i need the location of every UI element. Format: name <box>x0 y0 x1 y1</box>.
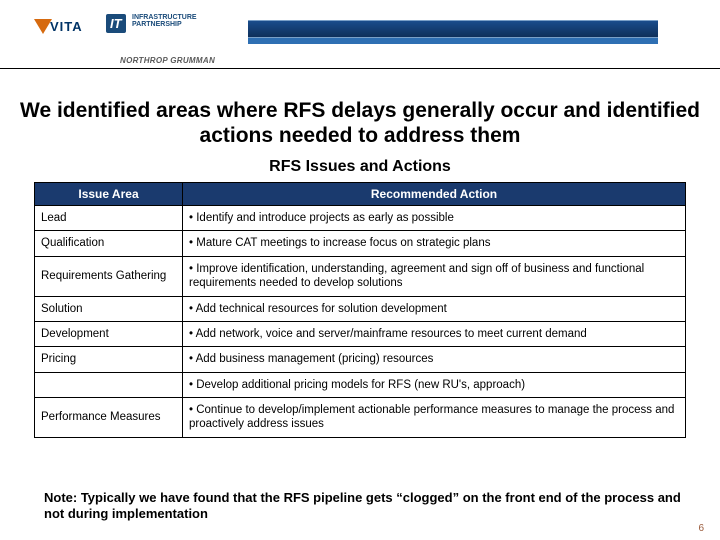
it-label: INFRASTRUCTURE PARTNERSHIP <box>132 14 197 28</box>
cell-issue: Solution <box>35 296 183 321</box>
cell-action: Improve identification, understanding, a… <box>183 256 686 296</box>
col-header-action: Recommended Action <box>183 183 686 206</box>
table-row: Pricing Add business management (pricing… <box>35 347 686 372</box>
cell-issue: Performance Measures <box>35 398 183 438</box>
cell-issue: Qualification <box>35 231 183 256</box>
header-stripe-accent <box>248 38 658 44</box>
table-row: Develop additional pricing models for RF… <box>35 372 686 397</box>
cell-action: Identify and introduce projects as early… <box>183 206 686 231</box>
table-title: RFS Issues and Actions <box>0 158 720 176</box>
page-number: 6 <box>698 523 704 534</box>
cell-action: Add network, voice and server/mainframe … <box>183 321 686 346</box>
cell-action: Continue to develop/implement actionable… <box>183 398 686 438</box>
table-row: Qualification Mature CAT meetings to inc… <box>35 231 686 256</box>
vita-logo: VITA <box>34 14 88 38</box>
header: VITA IT INFRASTRUCTURE PARTNERSHIP NORTH… <box>0 0 720 68</box>
it-label-line2: PARTNERSHIP <box>132 21 182 28</box>
cell-action: Develop additional pricing models for RF… <box>183 372 686 397</box>
vita-logo-text: VITA <box>50 19 83 34</box>
slide: VITA IT INFRASTRUCTURE PARTNERSHIP NORTH… <box>0 0 720 540</box>
cell-issue <box>35 372 183 397</box>
northrop-grumman-text: NORTHROP GRUMMAN <box>120 56 215 65</box>
table-row: Development Add network, voice and serve… <box>35 321 686 346</box>
it-label-line1: INFRASTRUCTURE <box>132 14 197 21</box>
it-box-label: IT <box>106 14 126 33</box>
vita-logo-mark-icon <box>34 19 52 34</box>
cell-issue: Pricing <box>35 347 183 372</box>
table-row: Solution Add technical resources for sol… <box>35 296 686 321</box>
cell-issue: Development <box>35 321 183 346</box>
page-title: We identified areas where RFS delays gen… <box>0 98 720 148</box>
table-header-row: Issue Area Recommended Action <box>35 183 686 206</box>
table-row: Requirements Gathering Improve identific… <box>35 256 686 296</box>
cell-action: Mature CAT meetings to increase focus on… <box>183 231 686 256</box>
footnote-text: Note: Typically we have found that the R… <box>44 490 684 521</box>
issues-table: Issue Area Recommended Action Lead Ident… <box>34 182 686 438</box>
cell-action: Add business management (pricing) resour… <box>183 347 686 372</box>
table-row: Performance Measures Continue to develop… <box>35 398 686 438</box>
header-divider <box>0 68 720 69</box>
cell-action: Add technical resources for solution dev… <box>183 296 686 321</box>
cell-issue: Lead <box>35 206 183 231</box>
cell-issue: Requirements Gathering <box>35 256 183 296</box>
it-partnership-logo: IT INFRASTRUCTURE PARTNERSHIP <box>106 14 246 44</box>
header-stripe <box>248 20 658 38</box>
table-row: Lead Identify and introduce projects as … <box>35 206 686 231</box>
col-header-issue: Issue Area <box>35 183 183 206</box>
